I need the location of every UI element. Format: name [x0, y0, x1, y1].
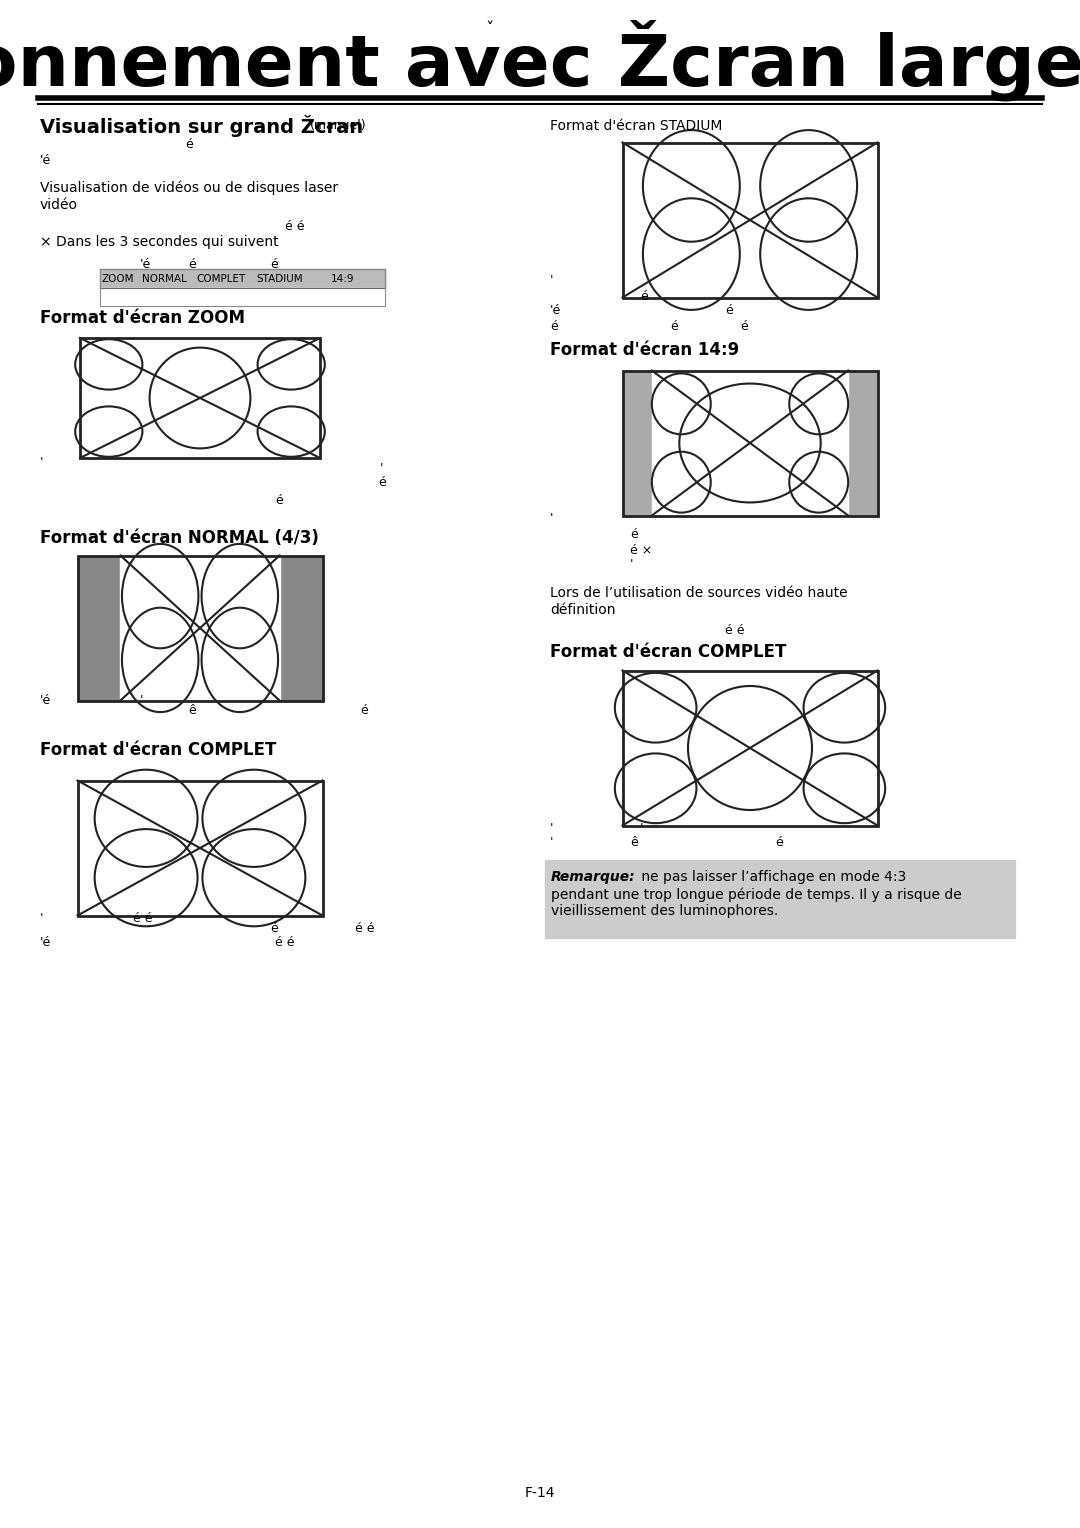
Text: F-14: F-14 — [525, 1487, 555, 1500]
Text: ': ' — [550, 274, 554, 287]
Bar — [622, 671, 877, 825]
Text: 'é: 'é — [40, 937, 51, 949]
Text: ': ' — [40, 912, 43, 924]
Bar — [545, 860, 1015, 938]
Text: é: é — [270, 921, 278, 935]
Text: é: é — [740, 319, 747, 333]
Text: Visualisation de vidéos ou de disques laser: Visualisation de vidéos ou de disques la… — [40, 180, 338, 196]
Text: Format d'écran STADIUM: Format d'écran STADIUM — [550, 119, 723, 133]
Text: é é: é é — [133, 912, 152, 924]
Text: Format d'écran ZOOM: Format d'écran ZOOM — [40, 309, 245, 327]
Text: ': ' — [640, 822, 644, 834]
Text: é: é — [378, 477, 386, 489]
Text: ZOOM: ZOOM — [102, 274, 134, 284]
Text: ê: ê — [630, 836, 638, 850]
Text: ': ' — [550, 836, 554, 850]
Text: é é: é é — [275, 937, 295, 949]
Text: (manuel): (manuel) — [310, 119, 366, 133]
Text: é é: é é — [355, 921, 375, 935]
Bar — [100, 269, 384, 306]
Bar — [78, 781, 323, 915]
Text: é: é — [360, 704, 368, 718]
Text: Format d'écran NORMAL (4/3): Format d'écran NORMAL (4/3) — [40, 529, 319, 547]
Bar — [120, 556, 280, 700]
Text: é: é — [188, 258, 195, 272]
Text: × Dans les 3 secondes qui suivent: × Dans les 3 secondes qui suivent — [40, 235, 279, 249]
Bar — [100, 269, 384, 287]
Text: ': ' — [630, 559, 634, 571]
Bar — [652, 370, 848, 515]
Text: ê: ê — [188, 704, 195, 718]
Text: Visualisation sur grand Žcran: Visualisation sur grand Žcran — [40, 115, 363, 138]
Text: ˇ: ˇ — [486, 21, 495, 40]
Text: ': ' — [140, 694, 144, 706]
Text: NORMAL: NORMAL — [141, 274, 187, 284]
Bar — [80, 338, 320, 458]
Bar — [622, 671, 877, 825]
Text: Format d'écran COMPLET: Format d'écran COMPLET — [550, 643, 786, 662]
Text: Remarque:: Remarque: — [551, 869, 636, 885]
Bar — [78, 556, 323, 700]
Bar — [100, 269, 384, 287]
Bar — [848, 370, 877, 515]
Text: é: é — [725, 304, 732, 318]
Text: é é: é é — [725, 625, 744, 637]
Bar — [622, 142, 877, 298]
Text: é: é — [185, 139, 192, 151]
Text: Lors de l’utilisation de sources vidéo haute: Lors de l’utilisation de sources vidéo h… — [550, 587, 848, 601]
Text: ': ' — [550, 822, 554, 834]
Bar — [622, 370, 652, 515]
Text: é: é — [270, 258, 278, 272]
Text: ': ' — [380, 461, 383, 475]
Text: é: é — [630, 527, 638, 541]
Text: définition: définition — [550, 604, 616, 617]
Text: é ×: é × — [630, 544, 652, 556]
Text: STADIUM: STADIUM — [257, 274, 303, 284]
Bar — [100, 287, 384, 306]
Text: 'é: 'é — [140, 258, 151, 272]
Text: 'é: 'é — [550, 304, 562, 318]
Text: vidéo: vidéo — [40, 199, 78, 212]
Text: Fonctionnement avec Žcran large (  IDE): Fonctionnement avec Žcran large ( IDE) — [0, 20, 1080, 101]
Text: é: é — [275, 494, 283, 506]
Text: COMPLET: COMPLET — [197, 274, 245, 284]
Text: ': ' — [550, 512, 554, 524]
Text: 'é: 'é — [40, 154, 51, 168]
Text: ne pas laisser l’affichage en mode 4:3: ne pas laisser l’affichage en mode 4:3 — [637, 869, 906, 885]
Bar — [622, 142, 877, 298]
Text: é: é — [775, 836, 783, 850]
Bar — [280, 556, 323, 700]
Text: é: é — [640, 289, 648, 303]
Text: 14:9: 14:9 — [332, 274, 354, 284]
Text: Format d'écran COMPLET: Format d'écran COMPLET — [40, 741, 276, 759]
Text: 'é: 'é — [40, 694, 51, 706]
Text: vieillissement des luminophores.: vieillissement des luminophores. — [551, 905, 779, 918]
Text: é é: é é — [285, 220, 305, 232]
Text: é: é — [550, 319, 557, 333]
Text: é: é — [670, 319, 678, 333]
Bar — [622, 370, 877, 515]
Text: pendant une trop longue période de temps. Il y a risque de: pendant une trop longue période de temps… — [551, 886, 962, 902]
Bar — [80, 338, 320, 458]
Bar — [78, 556, 120, 700]
Bar — [78, 781, 323, 915]
Text: ': ' — [40, 457, 43, 469]
Text: Format d'écran 14:9: Format d'écran 14:9 — [550, 341, 739, 359]
